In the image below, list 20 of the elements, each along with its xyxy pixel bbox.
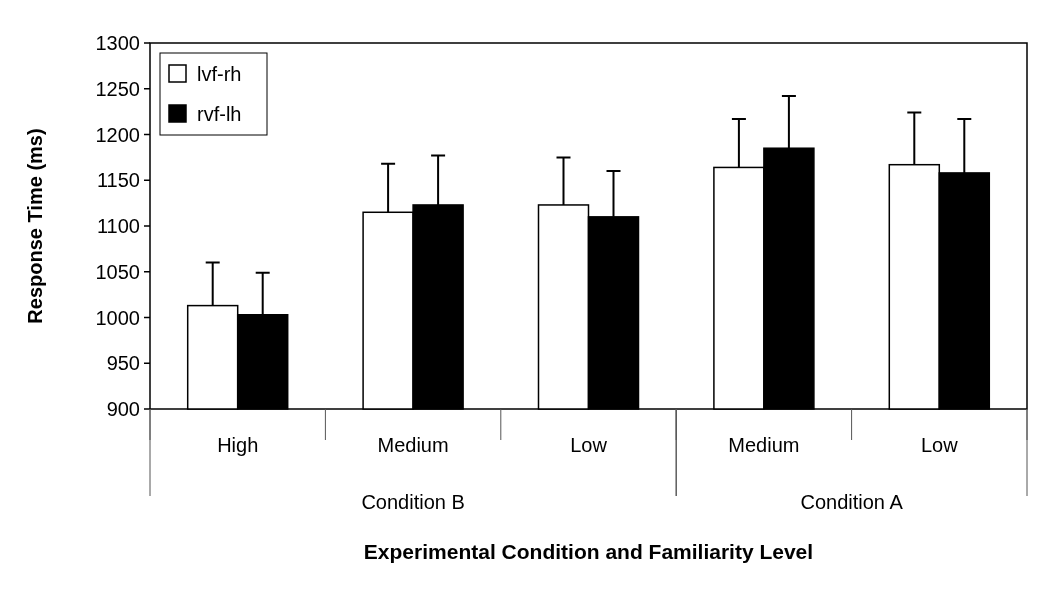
x-tick-label: Low [570,434,608,456]
x-axis-title: Experimental Condition and Familiarity Level [363,540,814,563]
legend-label: rvf-lh [197,103,242,125]
x-tick-label: Medium [377,434,449,456]
y-tick-label: 1300 [95,32,140,54]
x-tick-label: Medium [728,434,800,456]
y-axis-title: Response Time (ms) [24,128,46,324]
text: Condition B [361,491,465,513]
y-tick-label: 1050 [95,260,140,283]
x-tick-label: Low [920,434,959,456]
legend-label: lvf-rh [197,63,242,85]
y-tick-label: 1100 [96,215,140,237]
y-tick-label: 1250 [95,77,140,100]
y-tick-label: 950 [106,352,140,375]
text: Condition A [800,491,904,513]
x-tick-label: High [217,434,259,456]
y-tick-label: 1150 [96,169,140,192]
y-tick-label: 1200 [95,123,140,146]
y-tick-label: 900 [106,398,140,420]
y-tick-label: 1000 [95,306,140,329]
